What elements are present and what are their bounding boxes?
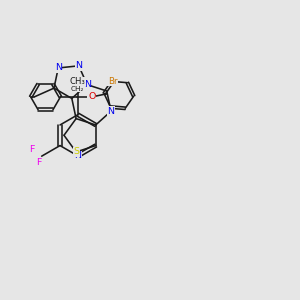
Text: Br: Br — [108, 77, 117, 86]
Text: N: N — [55, 64, 62, 73]
Text: N: N — [107, 107, 115, 116]
Text: F: F — [29, 145, 35, 154]
Text: N: N — [74, 152, 81, 160]
Text: N: N — [84, 80, 91, 89]
Text: CH₂: CH₂ — [70, 85, 84, 91]
Text: N: N — [75, 61, 82, 70]
Text: CH₃: CH₃ — [70, 77, 86, 86]
Text: F: F — [36, 158, 41, 167]
Text: O: O — [88, 92, 95, 101]
Text: S: S — [73, 148, 79, 157]
